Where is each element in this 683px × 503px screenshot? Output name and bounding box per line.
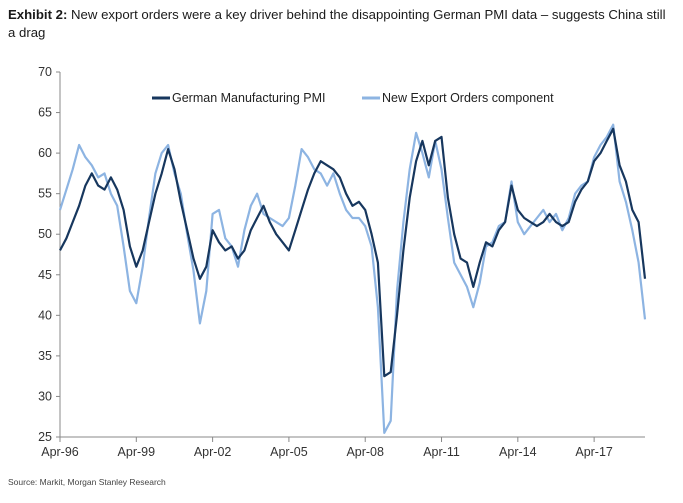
x-tick-label: Apr-96 [41, 445, 79, 459]
y-tick-label: 55 [38, 187, 52, 201]
y-tick-label: 60 [38, 146, 52, 160]
x-tick-label: Apr-08 [346, 445, 384, 459]
exhibit-label: Exhibit 2: [8, 7, 68, 22]
x-tick-label: Apr-02 [194, 445, 232, 459]
series-line-new-export-orders [58, 123, 647, 434]
y-tick-label: 35 [38, 349, 52, 363]
y-tick-label: 45 [38, 268, 52, 282]
chart-title: Exhibit 2: New export orders were a key … [8, 6, 673, 42]
y-tick-label: 30 [38, 389, 52, 403]
x-axis: Apr-96 Apr-99 Apr-02 Apr-05 Apr-08 Apr-11 Apr-… [41, 436, 645, 459]
y-tick-label: 65 [38, 106, 52, 120]
series-line-german-manufacturing-pmi [59, 127, 647, 378]
x-tick-label: Apr-14 [499, 445, 537, 459]
x-tick-label: Apr-05 [270, 445, 308, 459]
y-tick-label: 40 [38, 308, 52, 322]
legend-item-german-manufacturing-pmi-label: German Manufacturing PMI [172, 91, 326, 105]
series-layer [58, 123, 647, 434]
source-note: Source: Markit, Morgan Stanley Research [8, 477, 166, 487]
y-tick-label: 25 [38, 430, 52, 444]
y-tick-label: 50 [38, 227, 52, 241]
title-text: New export orders were a key driver behi… [8, 7, 666, 40]
x-tick-label: Apr-11 [423, 445, 460, 459]
y-axis: 25 30 35 40 45 50 55 60 65 70 [38, 65, 61, 444]
y-tick-label: 70 [38, 65, 52, 79]
legend-item-new-export-orders-label: New Export Orders component [382, 91, 554, 105]
x-tick-label: Apr-17 [575, 445, 613, 459]
legend: German Manufacturing PMI New Export Order… [152, 91, 554, 105]
x-tick-label: Apr-99 [118, 445, 156, 459]
